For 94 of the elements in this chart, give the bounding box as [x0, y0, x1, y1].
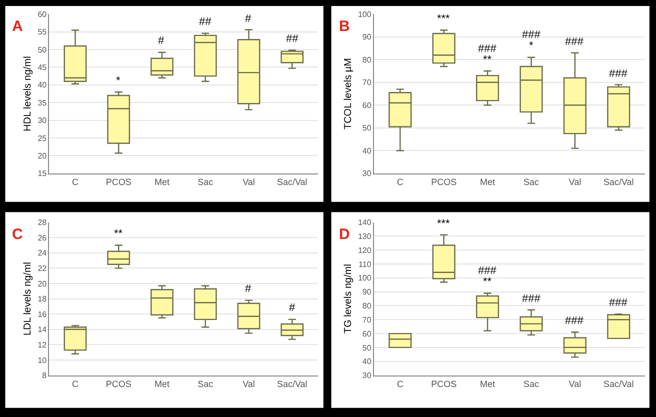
y-tick-label: 30 [38, 116, 48, 126]
y-tick-label: 30 [362, 371, 372, 380]
y-tick-label: 80 [362, 55, 372, 64]
x-tick-label: Met [480, 379, 496, 390]
y-tick-label: 30 [362, 169, 372, 178]
annotation: ### [478, 265, 498, 277]
annotation: # [245, 13, 252, 25]
x-tick-label: C [396, 177, 404, 188]
x-tick-label: Val [568, 177, 582, 188]
y-tick-label: 22 [38, 264, 48, 273]
y-tick-label: 8 [42, 371, 48, 380]
chart-title: D [339, 226, 350, 243]
y-axis-title: TCOL levels µM [342, 58, 354, 130]
y-tick-label: 60 [38, 10, 48, 19]
annotation: ** [114, 228, 124, 240]
x-tick-label: C [72, 177, 79, 188]
y-tick-label: 80 [362, 302, 372, 311]
y-axis-title: TG levels ng/ml [342, 264, 354, 334]
x-tick-label: Sac/Val [603, 379, 634, 390]
x-tick-label: Sac/Val [603, 177, 634, 188]
annotation: * [116, 75, 121, 87]
y-tick-label: 24 [38, 248, 48, 258]
y-tick-label: 26 [38, 233, 48, 242]
annotation: ** [483, 276, 492, 288]
y-axis-title: HDL levels ng/ml [22, 56, 34, 132]
y-tick-label: 50 [38, 45, 48, 54]
x-tick-label: C [396, 379, 404, 390]
y-tick-label: 50 [362, 343, 372, 352]
x-tick-label: Sac/Val [276, 177, 308, 188]
x-tick-label: Met [154, 379, 170, 390]
y-tick-label: 60 [362, 100, 372, 110]
chart-title: C [12, 226, 23, 243]
x-tick-label: Sac [523, 177, 540, 188]
y-tick-label: 16 [38, 310, 48, 319]
y-tick-label: 60 [362, 329, 372, 338]
y-axis-title: LDL levels ng/ml [22, 262, 34, 336]
annotation: ### [565, 36, 584, 48]
x-tick-label: Sac [198, 177, 214, 188]
annotation: ### [478, 43, 498, 55]
chart-title: B [339, 18, 350, 35]
annotation: *** [437, 13, 451, 25]
x-tick-label: Val [568, 379, 582, 390]
y-tick-label: 40 [362, 146, 372, 156]
x-tick-label: PCOS [106, 379, 132, 390]
annotation: ## [199, 16, 212, 28]
chart-title: A [12, 18, 23, 35]
y-tick-label: 55 [38, 28, 48, 37]
y-tick-label: 28 [38, 218, 48, 228]
y-tick-label: 110 [358, 260, 372, 269]
x-tick-label: Val [242, 177, 255, 188]
y-tick-label: 120 [358, 246, 372, 255]
y-tick-label: 70 [362, 78, 372, 88]
x-tick-label: Sac [523, 379, 540, 390]
x-tick-label: Met [154, 177, 170, 188]
annotation: ### [522, 293, 542, 305]
x-tick-label: PCOS [431, 379, 457, 390]
x-tick-label: Val [242, 379, 255, 390]
y-tick-label: 14 [38, 325, 48, 334]
annotation: ## [286, 33, 300, 45]
x-tick-label: Sac [198, 379, 214, 390]
y-tick-label: 90 [362, 288, 372, 297]
x-tick-label: Met [480, 177, 496, 188]
annotation: ** [483, 54, 492, 66]
y-tick-label: 70 [362, 315, 372, 324]
y-tick-label: 100 [358, 274, 372, 283]
x-tick-label: Sac/Val [276, 379, 308, 390]
annotation: ### [522, 29, 542, 41]
annotation: ### [609, 297, 628, 309]
y-tick-label: 12 [38, 340, 48, 350]
y-tick-label: 140 [358, 218, 372, 228]
y-tick-label: 100 [358, 10, 372, 19]
y-tick-label: 40 [362, 357, 372, 366]
annotation: # [158, 35, 165, 47]
y-tick-label: 130 [358, 232, 372, 241]
y-tick-label: 20 [38, 151, 48, 160]
x-tick-label: PCOS [106, 177, 132, 188]
y-tick-label: 45 [38, 63, 48, 72]
annotation: # [245, 283, 252, 295]
y-tick-label: 10 [38, 356, 48, 365]
y-tick-label: 40 [38, 80, 48, 90]
annotation: *** [437, 218, 451, 230]
y-tick-label: 50 [362, 124, 372, 133]
annotation: ### [565, 315, 584, 327]
annotation: * [529, 40, 534, 52]
x-tick-label: PCOS [431, 177, 457, 188]
y-tick-label: 15 [38, 169, 48, 178]
annotation: # [289, 302, 296, 314]
y-tick-label: 35 [38, 98, 48, 108]
x-tick-label: C [72, 379, 79, 390]
y-tick-label: 90 [362, 32, 372, 42]
y-tick-label: 18 [38, 294, 48, 304]
annotation: ### [609, 68, 628, 80]
y-tick-label: 20 [38, 279, 48, 288]
y-tick-label: 25 [38, 134, 48, 143]
